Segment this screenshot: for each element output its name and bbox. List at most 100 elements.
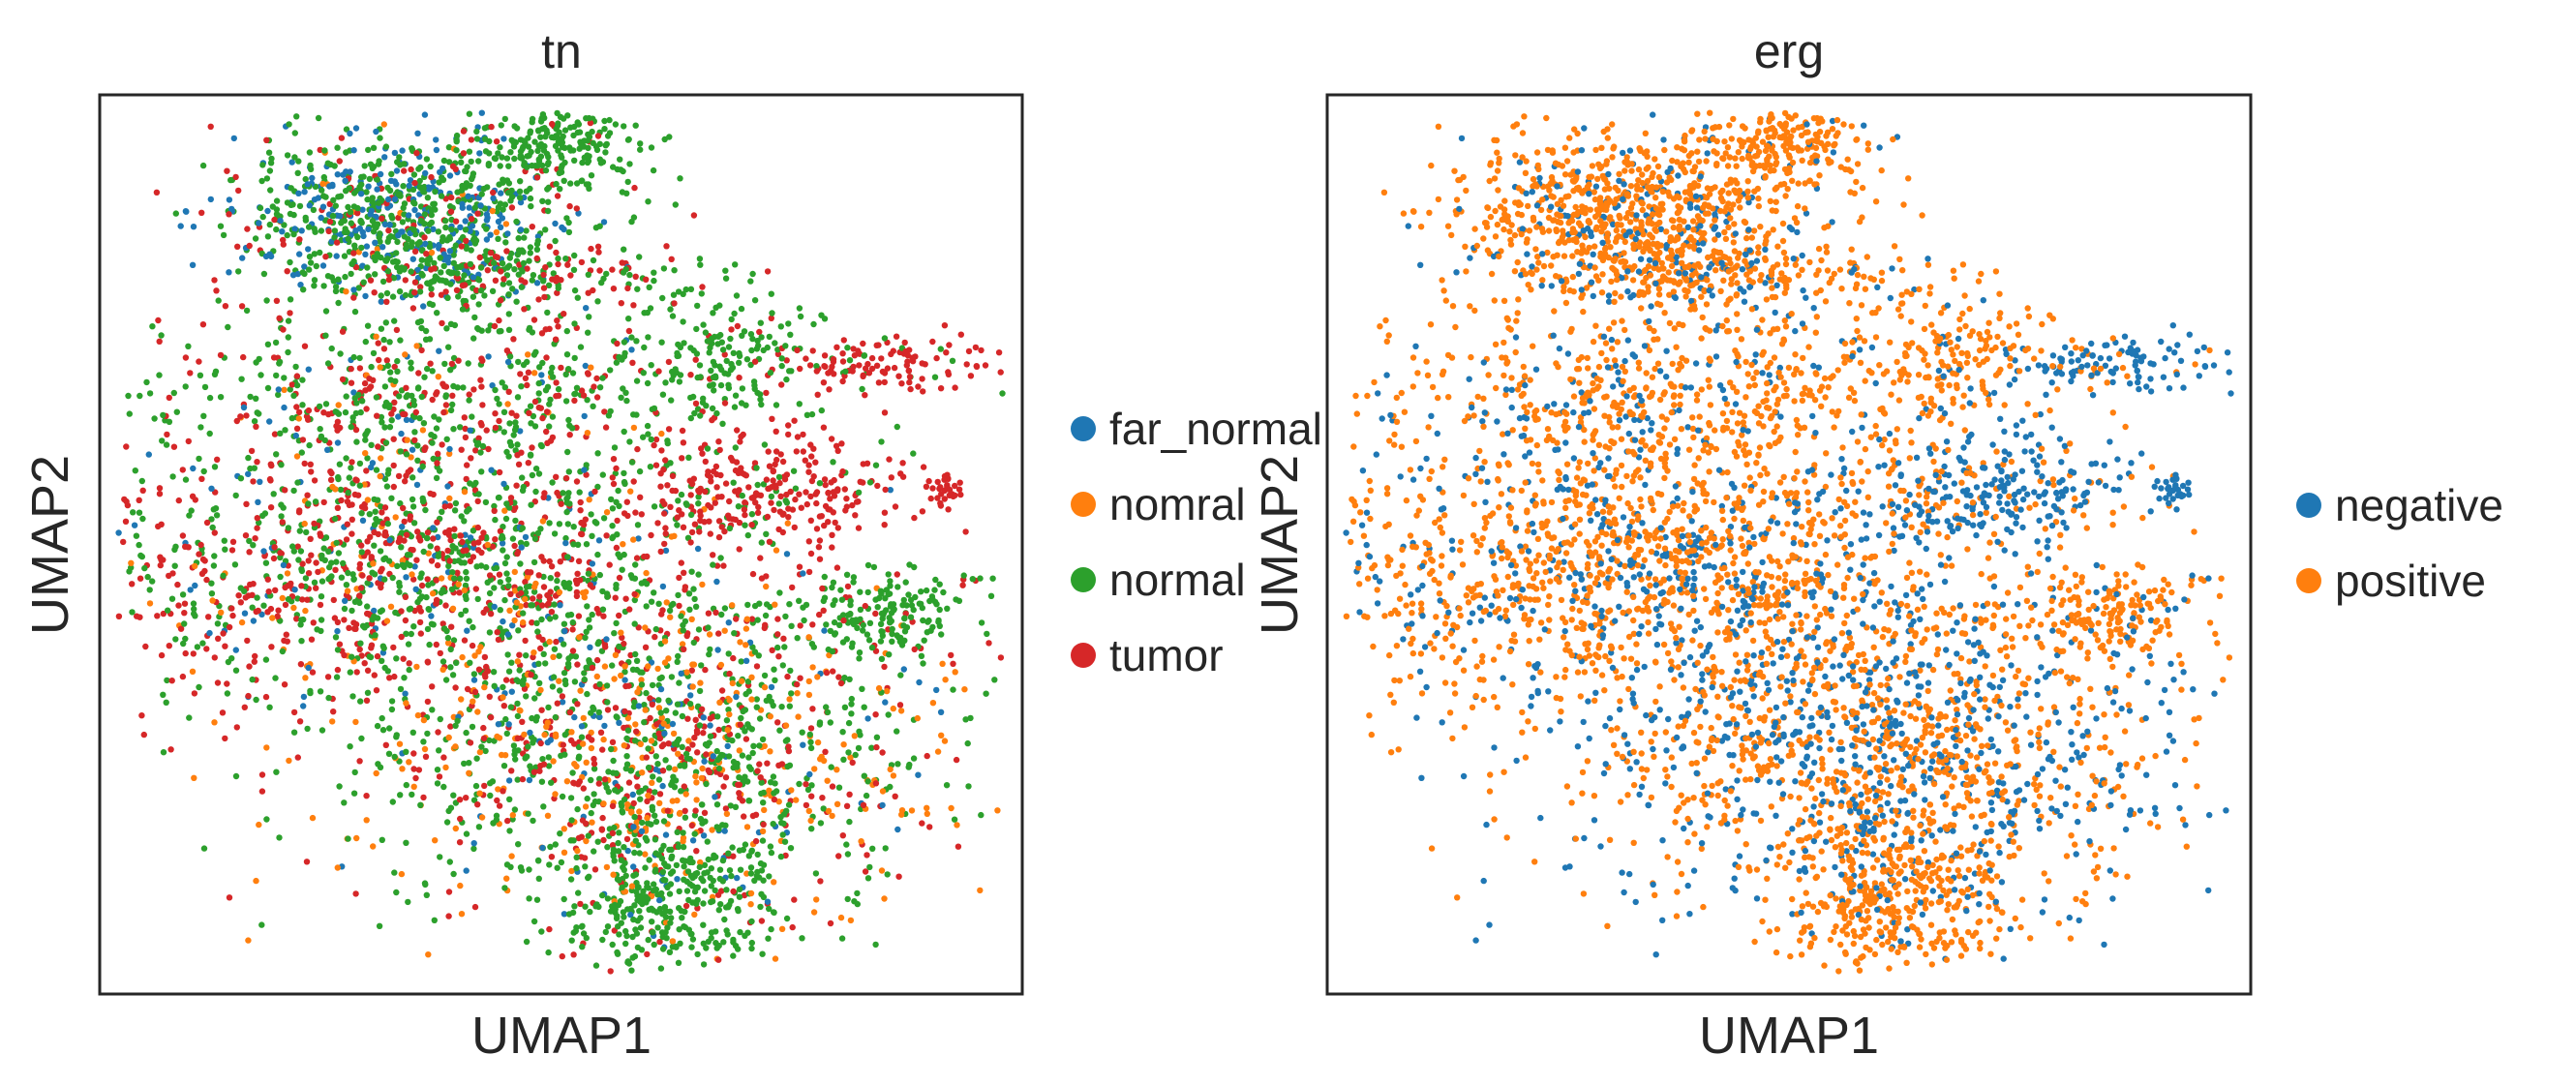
scatter-point [749,570,757,578]
scatter-point [139,515,146,523]
scatter-point [651,269,657,276]
scatter-point [473,128,480,136]
scatter-point [506,607,513,614]
scatter-point [556,521,563,527]
scatter-point [302,214,309,222]
scatter-point [318,552,325,559]
scatter-point [450,792,457,799]
scatter-point [581,593,588,601]
scatter-point [554,864,561,871]
scatter-point [525,460,531,467]
scatter-point [594,640,601,648]
scatter-point [528,420,534,427]
scatter-point [528,501,534,508]
scatter-point [425,227,432,234]
scatter-point [494,395,500,403]
scatter-point [934,748,942,755]
scatter-point [734,874,741,882]
scatter-point [155,316,162,324]
scatter-point [978,811,985,819]
scatter-point [583,628,590,635]
scatter-point [331,515,339,523]
scatter-point [799,935,805,942]
scatter-point [577,900,584,908]
scatter-point [261,510,269,517]
scatter-point [742,690,749,698]
scatter-point [384,362,391,370]
scatter-point [276,360,283,367]
scatter-point [280,326,287,333]
scatter-point [168,678,175,684]
scatter-point [567,180,574,187]
scatter-point [657,685,665,693]
scatter-point [354,210,361,217]
scatter-point [171,562,178,569]
scatter-point [394,159,401,166]
scatter-point [559,793,566,800]
scatter-point [530,558,538,566]
scatter-point [882,845,889,852]
scatter-point [770,821,776,828]
scatter-point [170,389,177,397]
scatter-point [549,413,557,420]
scatter-point [841,704,849,710]
scatter-point [417,630,424,637]
scatter-point [824,708,832,716]
scatter-point [742,625,750,632]
scatter-point [689,837,697,844]
scatter-point [809,621,816,628]
scatter-point [371,613,378,620]
scatter-point [452,825,459,832]
scatter-point [505,388,512,395]
scatter-point [313,262,319,270]
scatter-point [565,468,572,475]
scatter-point [725,753,733,760]
scatter-point [509,535,517,542]
scatter-point [561,895,567,903]
scatter-point [324,674,332,680]
scatter-point [167,746,174,753]
scatter-point [797,622,803,629]
scatter-point [210,562,218,569]
scatter-point [682,908,688,916]
scatter-point [588,744,595,752]
scatter-point [752,837,760,845]
scatter-point [253,423,259,430]
scatter-point [695,500,702,507]
scatter-point [690,639,697,647]
scatter-point [245,937,252,944]
scatter-point [616,719,622,726]
scatter-point [383,357,390,364]
scatter-point [594,551,601,558]
scatter-point [808,782,815,789]
scatter-point [807,725,815,732]
scatter-point [415,767,423,773]
scatter-point [347,130,353,137]
scatter-point [527,763,533,769]
scatter-point [433,596,440,604]
scatter-point [679,427,686,435]
scatter-point [203,519,211,527]
scatter-point [331,227,339,234]
scatter-point [900,666,907,673]
scatter-point [409,547,416,554]
scatter-point [396,580,403,587]
scatter-point [659,946,667,952]
scatter-point [142,643,149,650]
scatter-point [637,740,644,747]
scatter-point [336,213,344,220]
scatter-point [660,818,668,825]
scatter-point [466,397,472,404]
scatter-point [649,919,655,925]
scatter-point [549,683,557,690]
scatter-point [754,768,761,774]
scatter-point [446,248,454,255]
scatter-point [570,541,577,548]
scatter-point [346,474,352,481]
scatter-point [997,654,1005,661]
scatter-point [587,582,593,588]
scatter-point [254,459,260,466]
scatter-point [478,468,485,475]
scatter-point [576,778,583,785]
scatter-point [756,742,763,749]
